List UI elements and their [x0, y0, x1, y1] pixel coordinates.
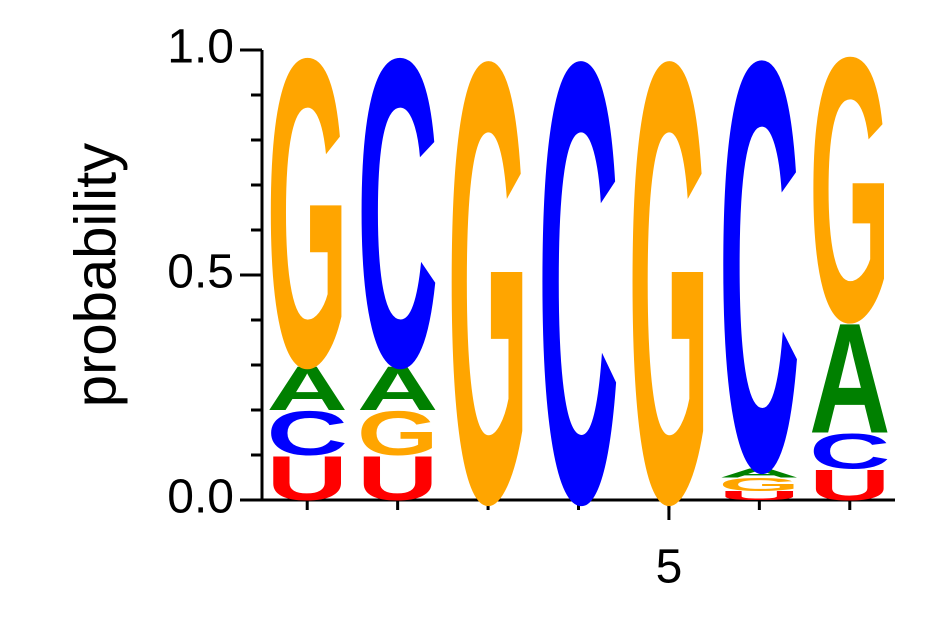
logo-letter: A — [267, 353, 348, 424]
logo-letter: G — [357, 398, 438, 469]
logo-letter: A — [719, 466, 800, 480]
logo-letter: C — [357, 0, 438, 459]
logo-letter: G — [719, 474, 800, 495]
logo-letter: C — [267, 398, 348, 469]
logo-letter: C — [719, 0, 800, 593]
logo-letter: U — [357, 443, 438, 514]
logo-letter: A — [357, 353, 438, 424]
y-axis-title: probability — [63, 143, 128, 407]
logo-letter: U — [719, 489, 800, 503]
logo-letter: U — [267, 443, 348, 514]
logo-letter: G — [447, 0, 528, 617]
x-tick-label: 5 — [656, 541, 683, 594]
y-tick-label: 1.0 — [167, 21, 234, 74]
logo-letter: A — [809, 291, 890, 466]
logo-letter: G — [628, 0, 709, 617]
y-tick-label: 0.5 — [167, 246, 234, 299]
logo-letter: C — [809, 423, 890, 480]
y-tick-label: 0.0 — [167, 471, 234, 524]
logo-letter: C — [538, 0, 619, 617]
logo-letter: U — [809, 461, 890, 510]
logo-letter: G — [267, 0, 348, 459]
logo-letter: G — [809, 0, 890, 401]
